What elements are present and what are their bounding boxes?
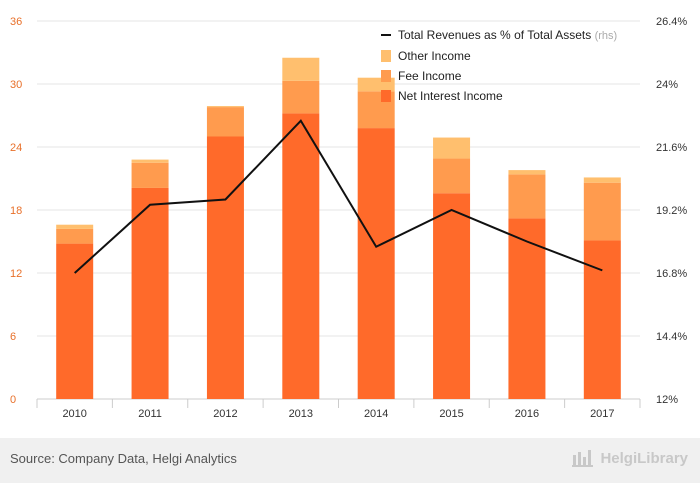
legend-swatch	[381, 70, 391, 82]
right-tick-label: 14.4%	[656, 331, 687, 343]
bar-net-interest-income	[131, 187, 169, 399]
bar-net-interest-income	[206, 136, 244, 399]
bar-net-interest-income	[583, 240, 621, 399]
bar-other-income	[131, 159, 169, 163]
bar-fee-income	[282, 80, 320, 114]
x-tick-label: 2010	[62, 408, 86, 420]
footer-bar: Source: Company Data, Helgi Analytics He…	[0, 438, 700, 483]
right-tick-label: 26.4%	[656, 16, 687, 28]
legend-swatch	[381, 50, 391, 62]
legend-swatch	[381, 90, 391, 102]
x-tick-label: 2012	[213, 408, 237, 420]
bar-net-interest-income	[433, 193, 471, 399]
bar-net-interest-income	[357, 128, 395, 399]
bar-other-income	[433, 137, 471, 159]
bar-other-income	[508, 170, 546, 175]
brand-name: HelgiLibrary	[600, 449, 688, 467]
bar-fee-income	[508, 174, 546, 219]
stacked-bar-line-chart: 0 6 12 18 24 30 36 12% 14.4% 16.8% 19.2% 21.6% 24% 26…	[10, 16, 687, 420]
bar-fee-income	[583, 182, 621, 241]
left-tick-label: 30	[10, 79, 22, 91]
legend-suffix: (rhs)	[595, 30, 618, 42]
left-tick-label: 18	[10, 205, 22, 217]
legend-label: Fee Income	[398, 69, 462, 83]
left-tick-label: 6	[10, 331, 16, 343]
x-tick-label: 2016	[515, 408, 539, 420]
bar-net-interest-income	[508, 218, 546, 399]
bar-other-income	[583, 177, 621, 183]
right-tick-label: 19.2%	[656, 205, 687, 217]
legend: Total Revenues as % of Total Assets (rhs…	[381, 28, 617, 103]
x-tick-label: 2015	[439, 408, 463, 420]
bar-fee-income	[56, 228, 94, 244]
brand-logo: HelgiLibrary	[572, 449, 688, 467]
bar-other-income	[206, 106, 244, 108]
line-total-revenues	[74, 119, 603, 274]
x-tick-label: 2017	[590, 408, 614, 420]
bar-other-income	[282, 57, 320, 81]
legend-label: Net Interest Income	[398, 89, 503, 103]
left-tick-label: 12	[10, 268, 22, 280]
right-tick-label: 16.8%	[656, 268, 687, 280]
left-tick-label: 0	[10, 394, 16, 406]
bar-net-interest-income	[56, 243, 94, 399]
bar-other-income	[56, 224, 94, 229]
left-tick-label: 24	[10, 142, 22, 154]
bar-fee-income	[131, 162, 169, 188]
x-tick-label: 2013	[289, 408, 313, 420]
bar-fee-income	[433, 158, 471, 194]
x-tick-label: 2011	[138, 408, 162, 420]
x-tick-label: 2014	[364, 408, 388, 420]
legend-label: Total Revenues as % of Total Assets (rhs…	[398, 28, 617, 42]
right-tick-label: 12%	[656, 394, 678, 406]
right-tick-label: 21.6%	[656, 142, 687, 154]
bar-fee-income	[206, 107, 244, 137]
left-tick-label: 36	[10, 16, 22, 28]
legend-label: Other Income	[398, 49, 471, 63]
source-note: Source: Company Data, Helgi Analytics	[10, 451, 237, 466]
right-tick-label: 24%	[656, 79, 678, 91]
library-icon	[572, 450, 594, 467]
bar-net-interest-income	[282, 113, 320, 400]
plot-area: 0 6 12 18 24 30 36 12% 14.4% 16.8% 19.2% 21.6% 24% 26…	[10, 16, 687, 420]
